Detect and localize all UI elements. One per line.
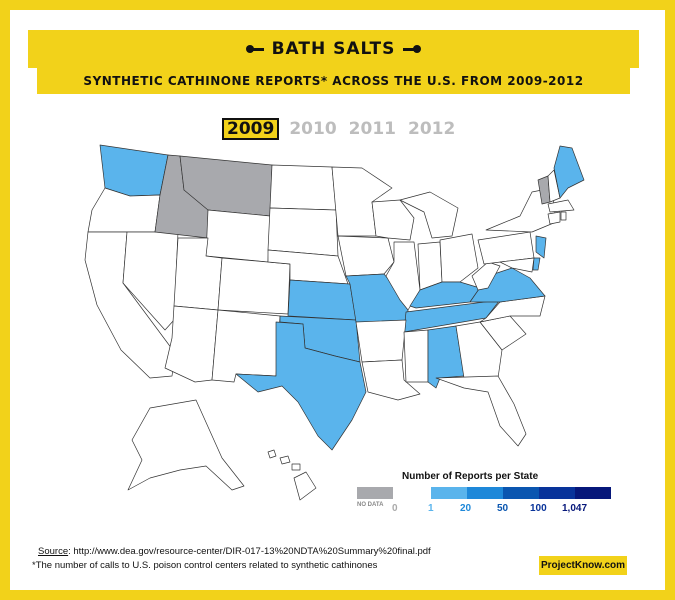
- state-ohio[interactable]: [439, 233, 479, 283]
- legend-swatch-1: [431, 487, 467, 499]
- legend-swatch-no-data: [357, 487, 393, 499]
- legend-swatch-20: [467, 487, 503, 499]
- page-title: BATH SALTS: [271, 39, 396, 59]
- brand-badge[interactable]: ProjectKnow.com: [539, 556, 627, 575]
- source-label: Source: [38, 546, 69, 557]
- state-north-dakota[interactable]: [269, 164, 337, 211]
- state-texas[interactable]: [235, 321, 367, 451]
- state-mississippi[interactable]: [403, 329, 429, 383]
- state-iowa[interactable]: [337, 235, 395, 277]
- subtitle-banner: SYNTHETIC CATHINONE REPORTS* ACROSS THE …: [37, 68, 630, 94]
- title-ornament-right: [403, 44, 422, 53]
- legend-swatch-100: [539, 487, 575, 499]
- legend-swatch-1047: [575, 487, 611, 499]
- legend-label-1047: 1,047: [562, 503, 588, 514]
- page-subtitle: SYNTHETIC CATHINONE REPORTS* ACROSS THE …: [83, 74, 584, 88]
- state-hawaii[interactable]: [267, 449, 317, 501]
- state-delaware[interactable]: [532, 257, 541, 271]
- legend-scale: [357, 487, 611, 499]
- legend-label-0: 0: [392, 503, 398, 514]
- legend-swatch-50: [503, 487, 539, 499]
- state-massachusetts[interactable]: [547, 199, 575, 213]
- state-alaska[interactable]: [127, 399, 245, 491]
- legend-label-100: 100: [530, 503, 547, 514]
- footnote: *The number of calls to U.S. poison cont…: [32, 560, 378, 571]
- state-michigan[interactable]: [399, 191, 459, 239]
- state-colorado[interactable]: [217, 257, 291, 315]
- legend-no-data-label: NO DATA: [357, 502, 384, 508]
- state-connecticut[interactable]: [547, 211, 561, 225]
- year-2012[interactable]: 2012: [407, 119, 456, 139]
- legend-label-50: 50: [497, 503, 509, 514]
- state-new-mexico[interactable]: [211, 309, 281, 383]
- year-2011[interactable]: 2011: [348, 119, 396, 139]
- state-arkansas[interactable]: [355, 319, 407, 363]
- title-banner: BATH SALTS: [28, 30, 639, 68]
- source-citation: Source: http://www.dea.gov/resource-cent…: [38, 546, 431, 557]
- legend-label-1: 1: [428, 503, 434, 514]
- state-florida[interactable]: [435, 375, 527, 447]
- state-rhode-island[interactable]: [560, 211, 567, 221]
- state-illinois[interactable]: [385, 241, 421, 311]
- legend-title: Number of Reports per State: [402, 471, 539, 482]
- year-selector: 2009 2010 2011 2012: [222, 118, 457, 140]
- state-indiana[interactable]: [417, 241, 443, 291]
- state-kansas[interactable]: [287, 279, 357, 321]
- state-washington[interactable]: [99, 144, 169, 197]
- state-louisiana[interactable]: [361, 359, 421, 401]
- state-maine[interactable]: [553, 145, 585, 199]
- state-new-jersey[interactable]: [535, 235, 547, 259]
- legend-swatch-0: [393, 487, 431, 499]
- state-arizona[interactable]: [164, 305, 219, 383]
- legend-label-20: 20: [460, 503, 472, 514]
- state-georgia[interactable]: [455, 321, 503, 379]
- state-wyoming[interactable]: [205, 209, 271, 263]
- state-wisconsin[interactable]: [371, 199, 415, 241]
- source-url[interactable]: : http://www.dea.gov/resource-center/DIR…: [68, 546, 431, 557]
- state-south-dakota[interactable]: [267, 207, 339, 257]
- title-ornament-left: [245, 44, 264, 53]
- state-maryland[interactable]: [499, 257, 535, 273]
- state-kentucky[interactable]: [409, 281, 481, 309]
- year-2009[interactable]: 2009: [222, 118, 280, 140]
- state-west-virginia[interactable]: [471, 261, 501, 291]
- year-2010[interactable]: 2010: [289, 119, 337, 139]
